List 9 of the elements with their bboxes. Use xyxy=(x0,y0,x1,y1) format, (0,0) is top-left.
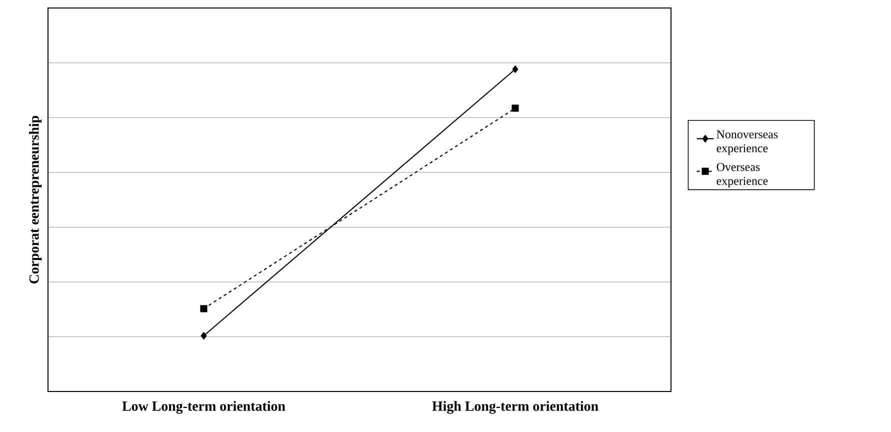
legend-label: Overseas experience xyxy=(716,162,768,188)
x-tick-label: High Long-term orientation xyxy=(432,401,598,414)
point xyxy=(200,332,207,340)
point xyxy=(512,65,518,73)
y-axis-title: Corporat eentrepreneurship xyxy=(28,116,42,284)
point xyxy=(200,305,208,312)
point xyxy=(512,104,519,112)
x-tick-label: Low Long-term orientation xyxy=(122,401,286,414)
legend-label: Nonoverseas experience xyxy=(716,130,778,155)
